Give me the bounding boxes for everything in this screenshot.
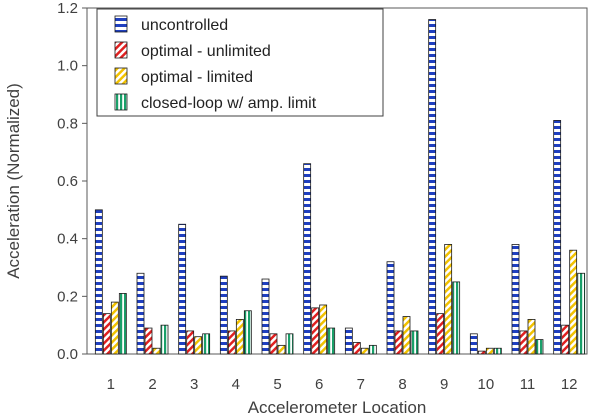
- x-tick-label: 6: [315, 376, 323, 393]
- bar-blue-stripes-loc-1: [94, 209, 103, 355]
- bar-green-vertical-loc-1: [118, 293, 127, 355]
- legend-swatch-yellow-diagonal: [114, 67, 128, 85]
- bar-green-vertical-loc-6: [327, 327, 336, 355]
- bar-yellow-diagonal-loc-5: [277, 344, 286, 355]
- bar-green-vertical-loc-5: [285, 333, 294, 355]
- x-tick-label: 3: [190, 376, 198, 393]
- legend-swatch-blue-stripes: [114, 15, 128, 33]
- bar-blue-stripes-loc-6: [303, 163, 312, 355]
- bar-blue-stripes-loc-7: [344, 327, 353, 355]
- x-tick-label: 2: [148, 376, 156, 393]
- x-tick-label: 12: [561, 376, 578, 393]
- bar-blue-stripes-loc-3: [178, 223, 187, 355]
- bar-red-diagonal-loc-6: [311, 307, 320, 355]
- bar-blue-stripes-loc-12: [553, 120, 562, 355]
- bar-green-vertical-loc-11: [535, 339, 544, 355]
- bar-red-diagonal-loc-4: [227, 330, 236, 355]
- bar-red-diagonal-loc-2: [144, 327, 153, 355]
- bar-red-diagonal-loc-7: [352, 342, 361, 355]
- legend-label: optimal - unlimited: [141, 43, 271, 60]
- x-axis-title: Accelerometer Location: [248, 398, 427, 417]
- x-axis: 1 2 3 4 5 6 7 8 9 10 11 12: [107, 376, 578, 393]
- y-tick-label: 0.4: [57, 231, 78, 248]
- x-tick-label: 10: [477, 376, 494, 393]
- bar-blue-stripes-loc-4: [219, 275, 228, 355]
- bar-red-diagonal-loc-11: [519, 330, 528, 355]
- bar-yellow-diagonal-loc-7: [360, 347, 369, 355]
- bar-yellow-diagonal-loc-6: [319, 304, 328, 355]
- x-tick-label: 8: [398, 376, 406, 393]
- bar-green-vertical-loc-8: [410, 330, 419, 355]
- bar-yellow-diagonal-loc-1: [110, 301, 119, 355]
- bar-green-vertical-loc-10: [493, 347, 502, 355]
- y-axis-title: Acceleration (Normalized): [4, 83, 23, 279]
- bar-blue-stripes-loc-8: [386, 261, 395, 355]
- legend-swatch-green-vertical: [114, 93, 128, 111]
- bar-red-diagonal-loc-3: [186, 330, 195, 355]
- bars-layer: [94, 19, 586, 355]
- y-tick-label: 0.2: [57, 288, 78, 305]
- x-tick-label: 9: [440, 376, 448, 393]
- bar-yellow-diagonal-loc-4: [235, 318, 244, 355]
- bar-red-diagonal-loc-9: [436, 313, 445, 355]
- bar-red-diagonal-loc-1: [102, 313, 111, 355]
- bar-green-vertical-loc-4: [243, 310, 252, 355]
- legend-label: uncontrolled: [141, 17, 228, 34]
- bar-blue-stripes-loc-10: [469, 333, 478, 355]
- bar-yellow-diagonal-loc-8: [402, 316, 411, 355]
- y-tick-label: 0.0: [57, 346, 78, 363]
- bar-red-diagonal-loc-10: [477, 350, 486, 355]
- bar-yellow-diagonal-loc-9: [444, 244, 453, 355]
- bar-yellow-diagonal-loc-3: [194, 336, 203, 355]
- bar-green-vertical-loc-7: [368, 344, 377, 355]
- bar-green-vertical-loc-3: [202, 333, 211, 355]
- legend-label: closed-loop w/ amp. limit: [141, 95, 317, 112]
- bar-yellow-diagonal-loc-12: [569, 249, 578, 355]
- bar-green-vertical-loc-9: [452, 281, 461, 355]
- legend: uncontrolled optimal - unlimited optimal -…: [96, 8, 384, 117]
- y-tick-label: 0.8: [57, 115, 78, 132]
- x-tick-label: 7: [357, 376, 365, 393]
- x-tick-label: 1: [107, 376, 115, 393]
- y-tick-label: 0.6: [57, 173, 78, 190]
- y-tick-label: 1.2: [57, 0, 78, 17]
- bar-green-vertical-loc-12: [577, 272, 586, 355]
- legend-label: optimal - limited: [141, 69, 253, 86]
- y-axis: 0.0 0.2 0.4 0.6 0.8 1.0 1.2: [57, 0, 87, 363]
- bar-yellow-diagonal-loc-2: [152, 347, 161, 355]
- bar-blue-stripes-loc-11: [511, 244, 520, 355]
- bar-yellow-diagonal-loc-10: [485, 347, 494, 355]
- bar-blue-stripes-loc-9: [428, 19, 437, 355]
- bar-yellow-diagonal-loc-11: [527, 318, 536, 355]
- x-tick-label: 4: [232, 376, 240, 393]
- legend-swatch-red-diagonal: [114, 41, 128, 59]
- x-tick-label: 5: [273, 376, 281, 393]
- x-tick-label: 11: [520, 376, 536, 393]
- y-tick-label: 1.0: [57, 58, 78, 75]
- bar-red-diagonal-loc-5: [269, 333, 278, 355]
- bar-red-diagonal-loc-12: [561, 324, 570, 355]
- legend-box: [96, 8, 384, 117]
- bar-blue-stripes-loc-2: [136, 272, 145, 355]
- bar-green-vertical-loc-2: [160, 324, 169, 355]
- bar-blue-stripes-loc-5: [261, 278, 270, 355]
- bar-red-diagonal-loc-8: [394, 330, 403, 355]
